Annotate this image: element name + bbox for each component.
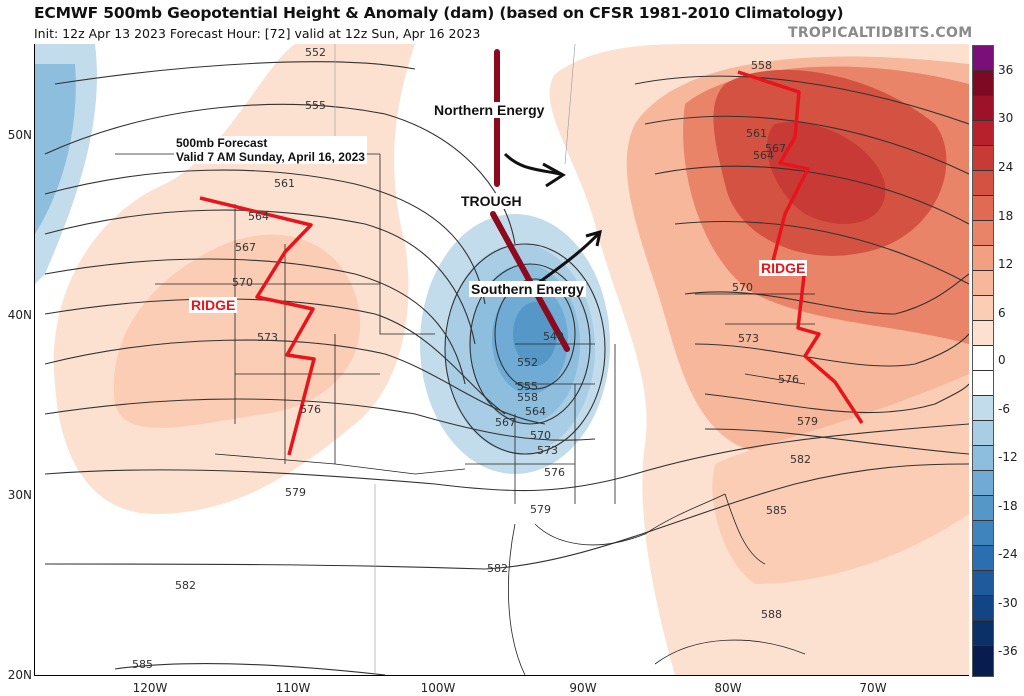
svg-text:570: 570 bbox=[232, 276, 253, 289]
svg-text:579: 579 bbox=[285, 486, 306, 499]
southern-energy-label: Southern Energy bbox=[469, 281, 586, 297]
svg-text:579: 579 bbox=[530, 503, 551, 516]
svg-text:549: 549 bbox=[543, 330, 564, 343]
svg-text:570: 570 bbox=[732, 281, 753, 294]
svg-text:561: 561 bbox=[274, 177, 295, 190]
svg-text:564: 564 bbox=[248, 210, 269, 223]
svg-text:579: 579 bbox=[797, 415, 818, 428]
ridge-east-label: RIDGE bbox=[759, 260, 808, 276]
colorbar-label: 12 bbox=[998, 257, 1014, 271]
svg-text:582: 582 bbox=[790, 453, 811, 466]
svg-text:573: 573 bbox=[257, 331, 278, 344]
colorbar-segment bbox=[973, 521, 993, 546]
svg-text:567: 567 bbox=[765, 142, 786, 155]
lon-label-120w: 120W bbox=[132, 681, 168, 695]
colorbar-segment bbox=[973, 596, 993, 621]
colorbar-label: -12 bbox=[998, 450, 1018, 464]
map-graphics: 552 555 561 564 567 570 573 576 579 582 … bbox=[35, 44, 969, 675]
colorbar-segment bbox=[973, 546, 993, 571]
colorbar-segment bbox=[973, 271, 993, 296]
lon-label-100w: 100W bbox=[420, 681, 456, 695]
colorbar-segment bbox=[973, 171, 993, 196]
lat-label-30n: 30N bbox=[7, 488, 32, 502]
map-area: 552 555 561 564 567 570 573 576 579 582 … bbox=[34, 44, 969, 676]
svg-text:576: 576 bbox=[544, 466, 565, 479]
svg-text:582: 582 bbox=[487, 562, 508, 575]
colorbar-label: -30 bbox=[998, 596, 1018, 610]
northern-energy-label: Northern Energy bbox=[432, 102, 547, 118]
svg-text:567: 567 bbox=[235, 241, 256, 254]
svg-text:558: 558 bbox=[751, 59, 772, 72]
colorbar-label: -6 bbox=[998, 402, 1010, 416]
svg-text:552: 552 bbox=[517, 356, 538, 369]
colorbar-label: 0 bbox=[998, 353, 1006, 367]
colorbar-label: 36 bbox=[998, 63, 1014, 77]
svg-text:570: 570 bbox=[530, 429, 551, 442]
forecast-line-1: 500mb Forecast bbox=[176, 136, 268, 150]
colorbar-segment bbox=[973, 221, 993, 246]
forecast-line-2: Valid 7 AM Sunday, April 16, 2023 bbox=[176, 150, 365, 164]
colorbar-segment bbox=[973, 421, 993, 446]
lon-label-70w: 70W bbox=[859, 681, 887, 695]
svg-text:564: 564 bbox=[753, 149, 774, 162]
svg-text:573: 573 bbox=[738, 332, 759, 345]
trough-label: TROUGH bbox=[459, 193, 524, 209]
colorbar-label: 6 bbox=[998, 306, 1006, 320]
map-subtitle: Init: 12z Apr 13 2023 Forecast Hour: [72… bbox=[34, 26, 481, 41]
forecast-annotation: 500mb Forecast Valid 7 AM Sunday, April … bbox=[174, 136, 367, 164]
ridge-west-label: RIDGE bbox=[189, 297, 238, 313]
svg-text:567: 567 bbox=[495, 416, 516, 429]
colorbar-segment bbox=[973, 621, 993, 646]
colorbar-segment bbox=[973, 71, 993, 96]
colorbar-segment bbox=[973, 246, 993, 271]
colorbar-segment bbox=[973, 371, 993, 396]
lat-label-50n: 50N bbox=[7, 128, 32, 142]
colorbar-label: -36 bbox=[998, 644, 1018, 658]
colorbar-segment bbox=[973, 346, 993, 371]
colorbar-segment bbox=[973, 296, 993, 321]
lat-label-20n: 20N bbox=[7, 668, 32, 682]
colorbar-label: 18 bbox=[998, 209, 1014, 223]
colorbar-segment bbox=[973, 396, 993, 421]
colorbar-segment bbox=[973, 146, 993, 171]
lon-label-90w: 90W bbox=[569, 681, 597, 695]
colorbar bbox=[972, 45, 994, 677]
colorbar-segment bbox=[973, 446, 993, 471]
colorbar-segment bbox=[973, 321, 993, 346]
svg-text:573: 573 bbox=[537, 444, 558, 457]
svg-text:555: 555 bbox=[305, 99, 326, 112]
colorbar-segment bbox=[973, 96, 993, 121]
colorbar-label: -18 bbox=[998, 499, 1018, 513]
svg-text:564: 564 bbox=[525, 405, 546, 418]
colorbar-segment bbox=[973, 46, 993, 71]
lon-label-80w: 80W bbox=[714, 681, 742, 695]
svg-text:561: 561 bbox=[746, 127, 767, 140]
svg-text:576: 576 bbox=[778, 373, 799, 386]
svg-text:558: 558 bbox=[517, 391, 538, 404]
svg-text:585: 585 bbox=[766, 504, 787, 517]
colorbar-label: 30 bbox=[998, 111, 1014, 125]
svg-text:576: 576 bbox=[300, 403, 321, 416]
colorbar-segment bbox=[973, 496, 993, 521]
svg-text:555: 555 bbox=[517, 380, 538, 393]
svg-text:582: 582 bbox=[175, 579, 196, 592]
watermark: TROPICALTIDBITS.COM bbox=[788, 25, 973, 41]
colorbar-segment bbox=[973, 646, 993, 676]
colorbar-label: 24 bbox=[998, 160, 1014, 174]
svg-text:588: 588 bbox=[761, 608, 782, 621]
map-title: ECMWF 500mb Geopotential Height & Anomal… bbox=[34, 4, 844, 22]
colorbar-segment bbox=[973, 571, 993, 596]
colorbar-segment bbox=[973, 196, 993, 221]
svg-text:552: 552 bbox=[305, 46, 326, 59]
colorbar-segment bbox=[973, 471, 993, 496]
svg-text:585: 585 bbox=[132, 658, 153, 671]
lon-label-110w: 110W bbox=[275, 681, 311, 695]
colorbar-segment bbox=[973, 121, 993, 146]
colorbar-label: -24 bbox=[998, 547, 1018, 561]
lat-label-40n: 40N bbox=[7, 308, 32, 322]
